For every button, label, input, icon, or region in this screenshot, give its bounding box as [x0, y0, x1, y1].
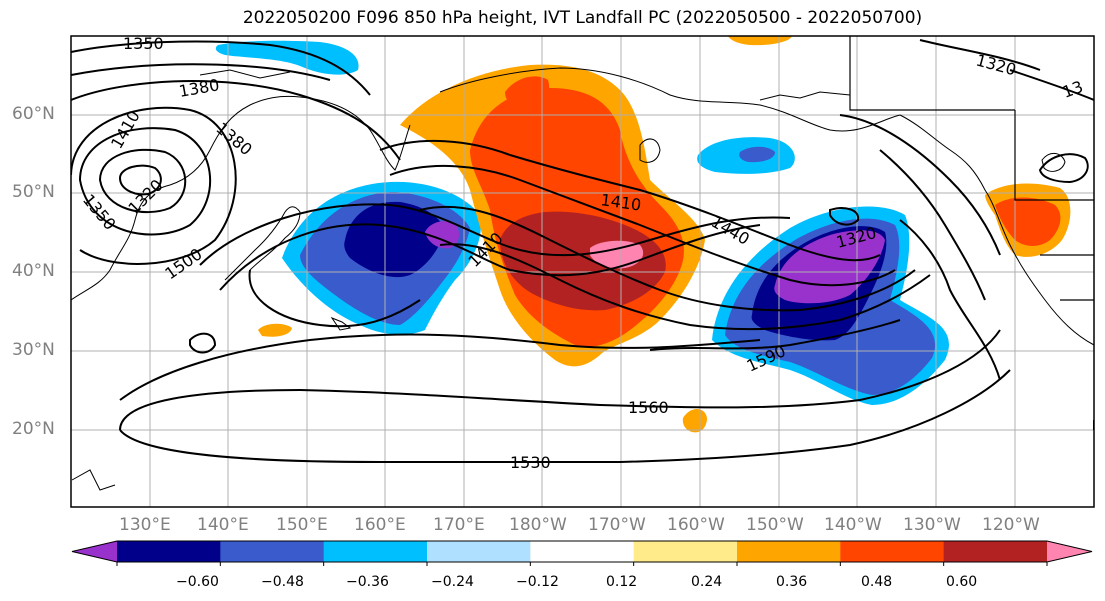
- colorbar-extension-low: [72, 541, 117, 562]
- lat-label: 50°N: [12, 182, 55, 202]
- lat-label: 40°N: [12, 261, 55, 281]
- colorbar-tick-label: 0.60: [946, 574, 978, 590]
- lon-label: 180°W: [509, 515, 567, 535]
- graticule: [71, 36, 1094, 507]
- ivt-positive-hawaii: [682, 409, 707, 433]
- colorbar-segment: [117, 541, 221, 562]
- map-panel: 1350 1380 1410 1380 1350 1320 1500 1410 …: [71, 34, 1094, 507]
- lon-label: 120°W: [982, 515, 1040, 535]
- lon-label: 170°E: [433, 515, 485, 535]
- lon-label: 150°W: [746, 515, 804, 535]
- colorbar-tick-label: 0.48: [861, 574, 893, 590]
- colorbar-tick-label: 0.36: [776, 574, 808, 590]
- lon-label: 130°W: [903, 515, 961, 535]
- colorbar-segment: [530, 541, 635, 562]
- colorbar-tick-label: 0.12: [606, 574, 638, 590]
- height-contours: [71, 39, 1094, 463]
- colorbar-segment: [427, 541, 531, 562]
- colorbar-tick-label: −0.24: [431, 574, 474, 590]
- ivt-negative-siberia-patch: [215, 40, 359, 75]
- colorbar-tick-label: −0.60: [176, 574, 219, 590]
- political-borders: [849, 36, 1094, 301]
- colorbar-segment: [943, 541, 1048, 562]
- lon-label: 150°E: [276, 515, 328, 535]
- lon-label: 160°E: [354, 515, 406, 535]
- coastlines: [71, 67, 1094, 491]
- colorbar-tick-label: −0.12: [516, 574, 559, 590]
- colorbar-segment: [323, 541, 428, 562]
- lon-label: 140°W: [824, 515, 882, 535]
- colorbar: [71, 540, 1093, 566]
- lat-label: 60°N: [12, 104, 55, 124]
- colorbar-segment: [840, 541, 945, 562]
- ivt-positive-small: [258, 323, 292, 337]
- lat-label: 30°N: [12, 340, 55, 360]
- colorbar-tick-label: −0.36: [346, 574, 389, 590]
- ivt-positive-top: [728, 36, 792, 46]
- contour-label: 1350: [123, 34, 164, 53]
- colorbar-segment: [737, 541, 841, 562]
- lon-label: 170°W: [588, 515, 646, 535]
- lat-label: 20°N: [12, 419, 55, 439]
- map-title: 2022050200 F096 850 hPa height, IVT Land…: [242, 8, 923, 28]
- map-frame: [70, 35, 1095, 508]
- colorbar-tick-label: 0.24: [691, 574, 723, 590]
- ivt-positive-central: [400, 64, 705, 367]
- colorbar-tick-label: −0.48: [261, 574, 304, 590]
- lon-label: 130°E: [119, 515, 171, 535]
- contour-label: 1560: [628, 398, 669, 417]
- lon-label: 140°E: [197, 515, 249, 535]
- colorbar-segment: [633, 541, 738, 562]
- colorbar-extension-high: [1047, 541, 1092, 562]
- lon-label: 160°W: [667, 515, 725, 535]
- colorbar-segment: [220, 541, 325, 562]
- contour-label: 1530: [510, 453, 551, 472]
